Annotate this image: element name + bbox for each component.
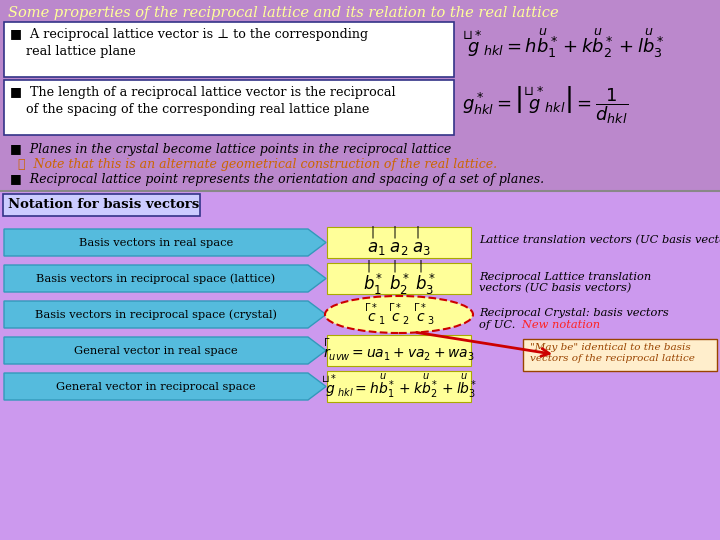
FancyBboxPatch shape [523,339,717,370]
FancyBboxPatch shape [3,194,200,216]
FancyBboxPatch shape [4,80,454,135]
Text: of UC.: of UC. [479,320,516,329]
Text: Basis vectors in real space: Basis vectors in real space [79,238,233,247]
Polygon shape [4,301,326,328]
Text: Basis vectors in reciprocal space (crystal): Basis vectors in reciprocal space (cryst… [35,309,277,320]
Text: ■  The length of a reciprocal lattice vector is the reciprocal: ■ The length of a reciprocal lattice vec… [10,86,395,99]
Text: Notation for basis vectors: Notation for basis vectors [8,198,199,211]
Text: Lattice translation vectors (UC basis vectors): Lattice translation vectors (UC basis ve… [479,235,720,246]
Text: of the spacing of the corresponding real lattice plane: of the spacing of the corresponding real… [10,103,369,116]
Text: vectors (UC basis vectors): vectors (UC basis vectors) [479,284,631,294]
Text: real lattice plane: real lattice plane [10,45,136,58]
Text: ■  Planes in the crystal become lattice points in the reciprocal lattice: ■ Planes in the crystal become lattice p… [10,143,451,156]
Text: ➤  Note that this is an alternate geometrical construction of the real lattice.: ➤ Note that this is an alternate geometr… [18,158,497,171]
Text: $\overset{|}{a}_1 \; \overset{|}{a}_2 \; \overset{|}{a}_3$: $\overset{|}{a}_1 \; \overset{|}{a}_2 \;… [366,226,431,259]
Text: New notation: New notation [511,320,600,329]
Text: General vector in reciprocal space: General vector in reciprocal space [56,381,256,391]
Text: $\overset{\sqcup *}{g}_{hkl} = h\overset{u}{b}_1^* + k\overset{u}{b}_2^* + l\ove: $\overset{\sqcup *}{g}_{hkl} = h\overset… [321,373,477,401]
Text: $\overset{\Gamma}{r}_{uvw} = ua_1 + va_2 + wa_3$: $\overset{\Gamma}{r}_{uvw} = ua_1 + va_2… [323,337,474,364]
Text: Reciprocal Lattice translation: Reciprocal Lattice translation [479,272,652,281]
Text: ■  A reciprocal lattice vector is ⊥ to the corresponding: ■ A reciprocal lattice vector is ⊥ to th… [10,28,368,41]
FancyBboxPatch shape [4,22,454,77]
Text: "May be" identical to the basis
vectors of the reciprocal lattice: "May be" identical to the basis vectors … [530,343,695,363]
Polygon shape [4,373,326,400]
Text: ■  Reciprocal lattice point represents the orientation and spacing of a set of p: ■ Reciprocal lattice point represents th… [10,173,544,186]
FancyBboxPatch shape [327,335,471,366]
Text: Basis vectors in reciprocal space (lattice): Basis vectors in reciprocal space (latti… [37,273,276,284]
Text: Reciprocal Crystal: basis vectors: Reciprocal Crystal: basis vectors [479,307,669,318]
Text: $g_{hkl}^* = \left|\overset{\sqcup *}{\mathit{g}}_{hkl}\right| = \dfrac{1}{d_{hk: $g_{hkl}^* = \left|\overset{\sqcup *}{\m… [462,84,628,126]
Polygon shape [4,337,326,364]
FancyBboxPatch shape [327,263,471,294]
Ellipse shape [325,296,473,333]
Polygon shape [4,229,326,256]
Text: $\overset{\Gamma *}{c}_1 \; \overset{\Gamma *}{c}_2 \; \overset{\Gamma *}{c}_3$: $\overset{\Gamma *}{c}_1 \; \overset{\Ga… [364,301,434,327]
Polygon shape [4,265,326,292]
Text: Some properties of the reciprocal lattice and its relation to the real lattice: Some properties of the reciprocal lattic… [8,6,559,20]
Text: $\overset{|}{b}_1^* \; \overset{|}{b}_2^* \; \overset{|}{b}_3^*$: $\overset{|}{b}_1^* \; \overset{|}{b}_2^… [363,259,436,298]
Text: General vector in real space: General vector in real space [74,346,238,355]
Text: $\overset{\sqcup *}{\mathit{g}}_{hkl} = h\overset{u}{\mathit{b}}_1^* + k\overset: $\overset{\sqcup *}{\mathit{g}}_{hkl} = … [462,27,665,60]
Bar [0,191,720,540]
FancyBboxPatch shape [327,227,471,258]
FancyBboxPatch shape [327,371,471,402]
